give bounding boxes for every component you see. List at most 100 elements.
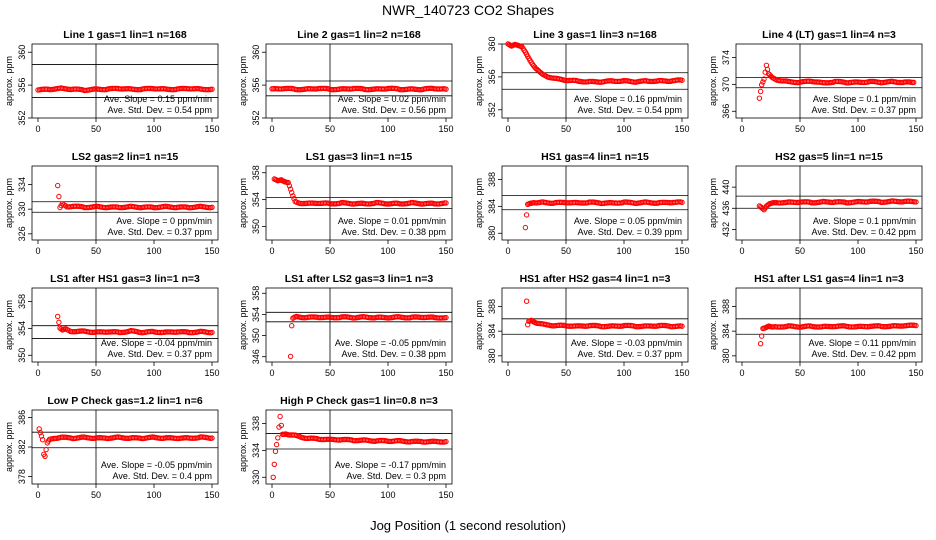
slope-annotation: Ave. Slope = 0.01 ppm/min xyxy=(338,216,446,226)
data-point xyxy=(275,435,281,441)
y-tick-label: 326 xyxy=(17,226,27,241)
slope-annotation: Ave. Slope = 0.16 ppm/min xyxy=(574,94,682,104)
slope-annotation: Ave. Slope = -0.17 ppm/min xyxy=(335,460,446,470)
data-point xyxy=(43,446,49,453)
x-tick-label: 150 xyxy=(674,124,689,134)
y-axis-label: approx. ppm xyxy=(238,178,248,228)
y-tick-label: 358 xyxy=(251,286,261,301)
x-tick-label: 0 xyxy=(269,124,274,134)
panel-title: LS2 gas=2 lin=1 n=15 xyxy=(72,151,179,163)
x-tick-label: 50 xyxy=(561,124,571,134)
y-tick-label: 384 xyxy=(487,199,497,214)
data-point xyxy=(270,474,276,480)
x-tick-label: 50 xyxy=(91,368,101,378)
data-point xyxy=(38,433,45,439)
data-point xyxy=(37,429,43,436)
slope-annotation: Ave. Slope = 0.1 ppm/min xyxy=(813,94,916,104)
x-tick-label: 50 xyxy=(325,368,335,378)
y-tick-label: 388 xyxy=(487,299,497,314)
data-point xyxy=(756,95,763,101)
data-point xyxy=(278,422,284,429)
y-axis-label: approx. ppm xyxy=(708,300,718,350)
y-tick-label: 330 xyxy=(251,470,261,485)
y-tick-label: 354 xyxy=(251,307,261,322)
x-tick-label: 50 xyxy=(91,490,101,500)
x-tick-label: 0 xyxy=(505,368,510,378)
plot-frame xyxy=(265,409,453,485)
x-tick-label: 150 xyxy=(204,124,219,134)
y-tick-label: 360 xyxy=(17,45,27,60)
slope-annotation: Ave. Slope = -0.05 ppm/min xyxy=(335,338,446,348)
y-tick-label: 354 xyxy=(251,192,261,207)
y-tick-label: 370 xyxy=(721,77,731,92)
data-point xyxy=(39,437,46,443)
panel-title: HS1 after HS2 gas=4 lin=1 n=3 xyxy=(520,273,671,285)
stddev-annotation: Ave. Std. Dev. = 0.54 ppm xyxy=(578,105,682,115)
y-axis-label: approx. ppm xyxy=(708,178,718,228)
y-axis-label: approx. ppm xyxy=(238,56,248,106)
y-tick-label: 358 xyxy=(251,165,261,180)
data-point xyxy=(443,86,449,92)
y-tick-label: 436 xyxy=(721,201,731,216)
stddev-annotation: Ave. Std. Dev. = 0.38 ppm xyxy=(342,349,446,359)
data-point xyxy=(289,323,295,329)
plot-frame xyxy=(31,43,219,119)
data-point xyxy=(291,196,297,202)
data-point xyxy=(911,79,917,86)
y-tick-label: 374 xyxy=(721,50,731,65)
data-point xyxy=(285,179,291,186)
x-tick-label: 100 xyxy=(380,490,395,500)
data-point xyxy=(42,453,48,459)
stddev-annotation: Ave. Std. Dev. = 0.38 ppm xyxy=(342,227,446,237)
x-tick-label: 50 xyxy=(795,124,805,134)
y-axis-label: approx. ppm xyxy=(4,422,14,472)
x-tick-label: 0 xyxy=(35,124,40,134)
y-tick-label: 380 xyxy=(487,348,497,363)
data-point xyxy=(760,206,766,212)
data-point xyxy=(271,461,277,467)
plot-frame xyxy=(265,165,453,241)
data-point xyxy=(289,189,295,196)
data-point xyxy=(759,82,765,88)
x-tick-label: 150 xyxy=(438,490,453,500)
y-tick-label: 356 xyxy=(17,78,27,93)
y-tick-label: 356 xyxy=(487,69,497,84)
y-axis-label: approx. ppm xyxy=(474,178,484,228)
x-tick-label: 150 xyxy=(438,246,453,256)
stddev-annotation: Ave. Std. Dev. = 0.39 ppm xyxy=(578,227,682,237)
data-point xyxy=(761,76,767,82)
y-tick-label: 352 xyxy=(17,110,27,125)
plot-frame xyxy=(31,165,219,241)
x-tick-label: 150 xyxy=(674,368,689,378)
panel-title: Line 2 gas=1 lin=2 n=168 xyxy=(297,29,421,41)
x-tick-label: 0 xyxy=(35,246,40,256)
x-tick-label: 100 xyxy=(146,368,161,378)
y-tick-label: 358 xyxy=(17,294,27,309)
panel-title: Low P Check gas=1.2 lin=1 n=6 xyxy=(47,395,202,407)
y-tick-label: 352 xyxy=(487,102,497,117)
stddev-annotation: Ave. Std. Dev. = 0.42 ppm xyxy=(812,349,916,359)
data-point xyxy=(760,79,766,85)
x-tick-label: 100 xyxy=(616,124,631,134)
data-point xyxy=(679,323,685,329)
x-tick-label: 100 xyxy=(380,246,395,256)
plot-frame xyxy=(501,43,689,119)
plot-frame xyxy=(31,287,219,363)
x-tick-label: 0 xyxy=(739,246,744,256)
data-point xyxy=(757,341,764,347)
x-tick-label: 0 xyxy=(269,490,274,500)
x-tick-label: 150 xyxy=(908,368,923,378)
x-tick-label: 100 xyxy=(850,246,865,256)
panel-title: High P Check gas=1 lin=0.8 n=3 xyxy=(280,395,438,407)
x-tick-label: 0 xyxy=(35,368,40,378)
data-point xyxy=(209,435,215,441)
x-tick-label: 100 xyxy=(850,124,865,134)
data-point xyxy=(209,86,215,92)
plot-frame xyxy=(735,43,923,119)
data-point xyxy=(523,212,530,218)
y-axis-label: approx. ppm xyxy=(708,56,718,106)
data-point xyxy=(55,182,61,189)
page-title: NWR_140723 CO2 Shapes xyxy=(382,2,554,18)
x-tick-label: 150 xyxy=(908,124,923,134)
stddev-annotation: Ave. Std. Dev. = 0.37 ppm xyxy=(108,227,212,237)
